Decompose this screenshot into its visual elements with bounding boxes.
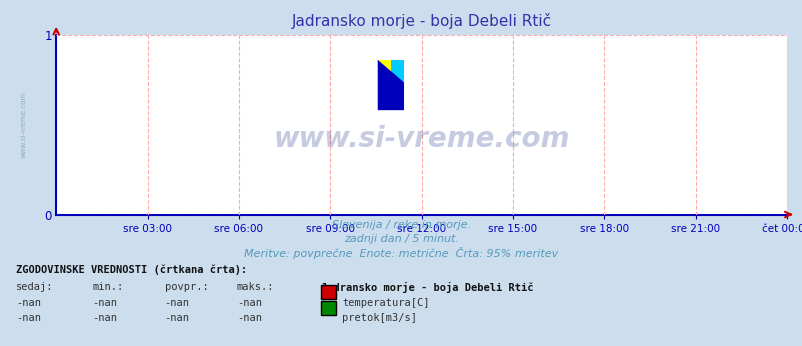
Text: min.:: min.:	[92, 282, 124, 292]
Text: -nan: -nan	[164, 298, 189, 308]
Text: Meritve: povprečne  Enote: metrične  Črta: 95% meritev: Meritve: povprečne Enote: metrične Črta:…	[244, 247, 558, 260]
Text: -nan: -nan	[16, 313, 41, 323]
Text: Jadransko morje - boja Debeli Rtič: Jadransko morje - boja Debeli Rtič	[321, 282, 533, 293]
Title: Jadransko morje - boja Debeli Rtič: Jadransko morje - boja Debeli Rtič	[291, 13, 551, 29]
Text: -nan: -nan	[92, 298, 117, 308]
Bar	[391, 60, 403, 110]
Text: ZGODOVINSKE VREDNOSTI (črtkana črta):: ZGODOVINSKE VREDNOSTI (črtkana črta):	[16, 265, 247, 275]
Text: sedaj:: sedaj:	[16, 282, 54, 292]
Text: -nan: -nan	[92, 313, 117, 323]
Text: www.si-vreme.com: www.si-vreme.com	[273, 125, 569, 153]
Polygon shape	[377, 60, 403, 110]
Text: temperatura[C]: temperatura[C]	[342, 298, 429, 308]
Text: Slovenija / reke in morje.: Slovenija / reke in morje.	[331, 220, 471, 230]
Text: povpr.:: povpr.:	[164, 282, 208, 292]
Bar	[377, 60, 391, 110]
Text: -nan: -nan	[237, 313, 261, 323]
Text: zadnji dan / 5 minut.: zadnji dan / 5 minut.	[343, 234, 459, 244]
Text: -nan: -nan	[164, 313, 189, 323]
Text: maks.:: maks.:	[237, 282, 274, 292]
Text: -nan: -nan	[237, 298, 261, 308]
Text: www.si-vreme.com: www.si-vreme.com	[20, 91, 26, 158]
Text: pretok[m3/s]: pretok[m3/s]	[342, 313, 416, 323]
Text: -nan: -nan	[16, 298, 41, 308]
